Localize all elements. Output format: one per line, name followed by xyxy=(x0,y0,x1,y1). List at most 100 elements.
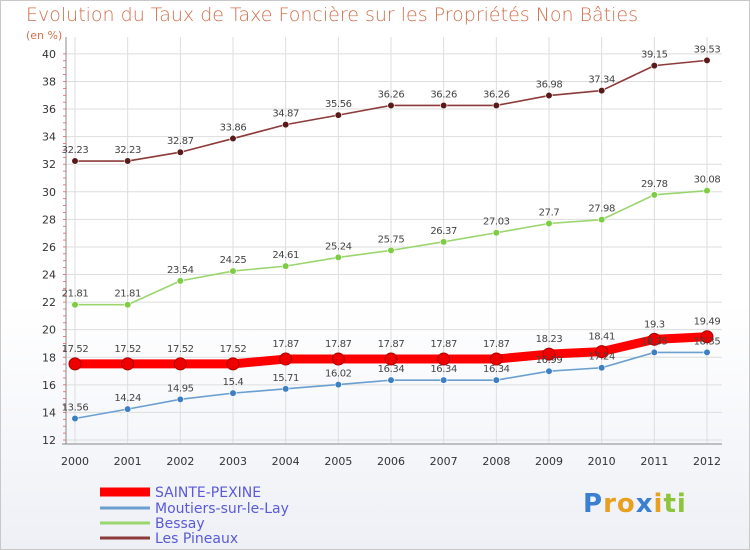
data-label: 36.26 xyxy=(378,89,405,100)
data-point xyxy=(334,380,342,389)
logo-letter: P xyxy=(583,489,604,519)
data-point xyxy=(489,352,503,366)
y-tick-label: 24 xyxy=(42,269,56,282)
data-point xyxy=(650,191,658,199)
data-point xyxy=(700,330,714,344)
data-label: 34.87 xyxy=(272,109,299,120)
x-tick-label: 2005 xyxy=(324,455,352,468)
data-label: 17.87 xyxy=(430,339,457,350)
logo-letter: r xyxy=(603,489,617,519)
data-label: 30.08 xyxy=(694,175,721,186)
x-tick-label: 2011 xyxy=(640,455,668,468)
legend-entry: Les Pineaux xyxy=(155,531,238,547)
data-label: 24.25 xyxy=(220,255,247,266)
logo-letter: i xyxy=(653,489,664,519)
data-point xyxy=(387,246,395,254)
data-label: 27.7 xyxy=(539,208,560,219)
data-label: 16.34 xyxy=(483,364,510,375)
data-label: 35.56 xyxy=(325,99,352,110)
data-point xyxy=(282,121,290,129)
data-point xyxy=(703,187,711,195)
data-point xyxy=(545,367,553,375)
data-point xyxy=(542,347,556,361)
data-point xyxy=(226,357,240,371)
data-point xyxy=(598,86,606,95)
data-point xyxy=(492,376,500,384)
data-point xyxy=(229,134,237,143)
data-label: 18.41 xyxy=(588,332,615,343)
x-tick-label: 2003 xyxy=(219,455,247,468)
x-tick-label: 2008 xyxy=(482,455,510,468)
data-point xyxy=(176,148,184,156)
x-tick-label: 2009 xyxy=(535,455,563,468)
data-point xyxy=(384,352,398,366)
y-tick-label: 32 xyxy=(42,158,56,171)
data-point xyxy=(598,364,606,372)
data-label: 25.24 xyxy=(325,241,352,252)
data-label: 18.35 xyxy=(641,336,668,347)
y-tick-label: 22 xyxy=(42,296,56,309)
data-point xyxy=(229,389,237,397)
data-label: 16.02 xyxy=(325,369,352,380)
data-label: 17.52 xyxy=(114,344,141,355)
data-point xyxy=(331,352,345,366)
data-label: 15.4 xyxy=(223,377,244,388)
logo-letter: i xyxy=(676,489,687,519)
y-axis-unit-label: (en %) xyxy=(26,29,63,42)
data-label: 19.3 xyxy=(644,319,665,330)
data-label: 21.81 xyxy=(114,289,141,300)
data-point xyxy=(650,62,658,70)
data-point xyxy=(492,101,500,110)
data-label: 25.75 xyxy=(378,234,405,245)
data-label: 16.34 xyxy=(430,364,457,375)
data-label: 39.15 xyxy=(641,50,668,61)
data-point xyxy=(71,414,79,423)
data-label: 39.53 xyxy=(694,44,721,55)
x-tick-label: 2001 xyxy=(114,455,142,468)
y-tick-label: 12 xyxy=(42,434,56,447)
data-label: 36.98 xyxy=(536,80,563,91)
data-label: 23.54 xyxy=(167,265,194,276)
data-point xyxy=(282,262,290,270)
data-label: 16.34 xyxy=(378,364,405,375)
data-point xyxy=(703,348,711,357)
data-point xyxy=(387,101,395,110)
chart-title: Evolution du Taux de Taxe Foncière sur l… xyxy=(26,4,639,26)
y-tick-label: 36 xyxy=(42,103,56,116)
data-label: 27.03 xyxy=(483,217,510,228)
x-tick-label: 2000 xyxy=(61,455,89,468)
data-label: 13.56 xyxy=(62,402,89,413)
data-label: 16.99 xyxy=(536,355,563,366)
y-tick-label: 38 xyxy=(42,75,56,88)
data-point xyxy=(71,157,79,165)
legend-entry: Bessay xyxy=(155,516,205,532)
y-tick-label: 34 xyxy=(42,131,56,144)
data-label: 17.87 xyxy=(325,339,352,350)
logo-letter: t xyxy=(663,489,677,519)
data-label: 29.78 xyxy=(641,179,668,190)
data-point xyxy=(334,111,342,119)
data-point xyxy=(650,348,658,357)
y-tick-label: 14 xyxy=(42,406,56,419)
data-label: 21.81 xyxy=(62,289,89,300)
x-tick-label: 2002 xyxy=(166,455,194,468)
data-point xyxy=(124,405,132,413)
data-label: 17.52 xyxy=(167,344,194,355)
data-label: 17.24 xyxy=(588,352,615,363)
data-label: 18.35 xyxy=(694,336,721,347)
legend-entry: SAINTE-PEXINE xyxy=(155,485,261,501)
data-label: 32.23 xyxy=(114,145,141,156)
x-tick-label: 2007 xyxy=(430,455,458,468)
logo-letter: o xyxy=(616,489,636,519)
data-label: 14.24 xyxy=(114,393,141,404)
data-point xyxy=(173,357,187,371)
data-label: 32.87 xyxy=(167,136,194,147)
data-label: 15.71 xyxy=(272,373,299,384)
data-point xyxy=(647,332,661,346)
data-point xyxy=(492,229,500,237)
data-point xyxy=(176,395,184,403)
data-point xyxy=(124,157,132,165)
data-point xyxy=(334,253,342,262)
y-tick-label: 30 xyxy=(42,186,56,199)
